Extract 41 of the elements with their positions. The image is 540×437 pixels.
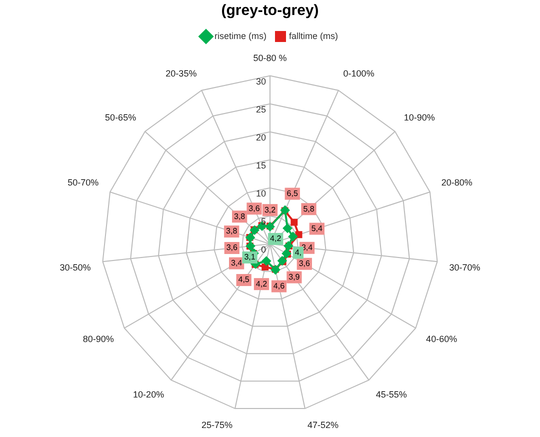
data-label: 3,8 bbox=[234, 212, 246, 221]
y-tick-label: 10 bbox=[256, 188, 266, 198]
data-label: 4,5 bbox=[238, 275, 250, 284]
legend-label: falltime (ms) bbox=[289, 30, 338, 41]
y-tick-label: 20 bbox=[256, 132, 266, 142]
y-tick-label: 30 bbox=[256, 76, 266, 86]
data-label: 3,6 bbox=[298, 259, 311, 268]
data-label: 3,8 bbox=[226, 226, 238, 236]
data-label: 5,4 bbox=[311, 224, 324, 233]
chart-title: (grey-to-grey) bbox=[221, 2, 319, 20]
spoke-label: 20-35% bbox=[166, 68, 197, 78]
data-label: 3,6 bbox=[248, 204, 260, 213]
spoke-label: 10-20% bbox=[133, 390, 164, 400]
data-label: 3,1 bbox=[244, 252, 256, 262]
spoke-label: 50-80 % bbox=[253, 52, 287, 63]
spoke-label: 45-55% bbox=[376, 390, 407, 400]
spoke-label: 10-90% bbox=[404, 112, 435, 123]
spoke-label: 30-50% bbox=[60, 262, 91, 273]
data-label: 3,4 bbox=[231, 258, 243, 268]
spoke-label: 30-70% bbox=[449, 262, 480, 273]
data-label: 4, bbox=[294, 248, 302, 257]
data-label: 3,9 bbox=[288, 272, 300, 282]
y-tick-label: 25 bbox=[256, 104, 266, 114]
data-label: 3,6 bbox=[226, 243, 238, 252]
spoke-label: 47-52% bbox=[307, 420, 338, 430]
data-label: 4,6 bbox=[273, 281, 286, 290]
legend-label: risetime (ms) bbox=[214, 30, 266, 41]
spoke-label: 40-60% bbox=[426, 334, 458, 344]
data-label: 5,8 bbox=[303, 204, 315, 214]
y-tick-label: 0 bbox=[260, 244, 266, 254]
data-label: 4,2 bbox=[256, 279, 268, 288]
spoke-label: 0-100% bbox=[343, 68, 374, 78]
spoke-label: 25-75% bbox=[202, 420, 233, 430]
spoke-label: 20-80% bbox=[441, 177, 472, 188]
spoke-label: 50-70% bbox=[68, 177, 99, 188]
y-tick-label: 15 bbox=[256, 160, 266, 170]
spoke-label: 50-65% bbox=[105, 112, 136, 123]
data-label: 3,2 bbox=[264, 205, 276, 214]
data-label: 4,2 bbox=[270, 234, 282, 244]
data-label: 6,5 bbox=[286, 188, 298, 198]
spoke-label: 80-90% bbox=[82, 334, 114, 344]
